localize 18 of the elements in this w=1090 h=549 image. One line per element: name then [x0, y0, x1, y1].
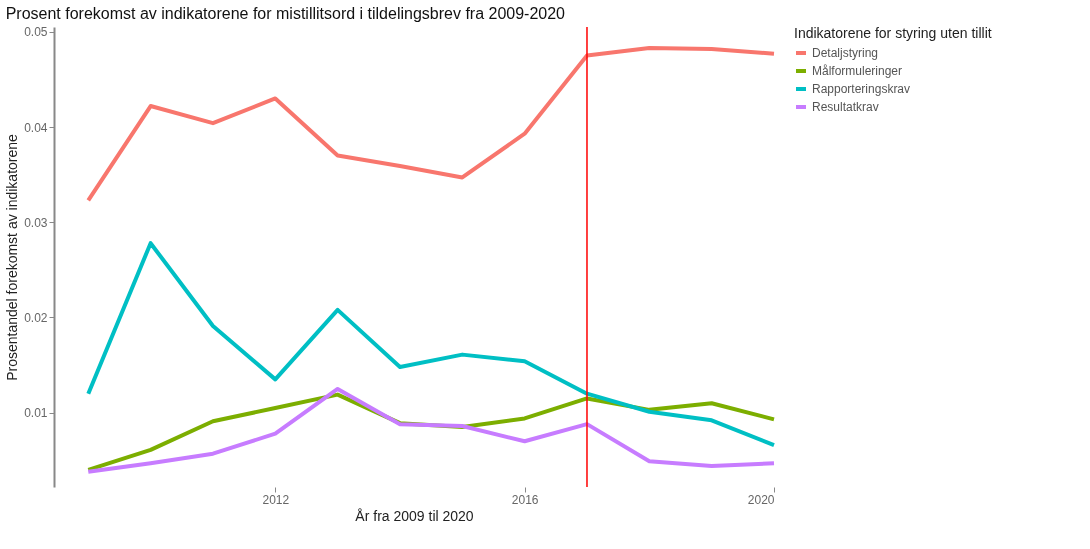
chart-title: Prosent forekomst av indikatorene for mistillitsord i tildelingsbrev fra 2009-2020	[5, 4, 566, 22]
y-tick-label: 0.04	[24, 120, 48, 135]
y-axis-title: Prosentandel forekomst av indikatorene	[4, 133, 21, 381]
legend-title: Indikatorene for styring uten tillit	[794, 25, 992, 41]
legend-label: Detaljstyring	[812, 46, 879, 60]
line-series	[86, 241, 776, 448]
x-tick-label: 2016	[511, 492, 539, 507]
line-series	[86, 45, 776, 203]
legend-label: Rapporteringskrav	[812, 82, 911, 96]
legend-label: Målformuleringer	[812, 64, 903, 78]
y-tick-label: 0.02	[24, 310, 48, 325]
x-tick-label: 2012	[262, 492, 290, 507]
y-tick-label: 0.01	[24, 406, 48, 421]
x-axis-title: År fra 2009 til 2020	[355, 507, 474, 524]
legend-label: Resultatkrav	[812, 100, 879, 114]
y-tick-label: 0.03	[24, 215, 48, 230]
x-tick-label: 2020	[747, 492, 775, 507]
y-tick-label: 0.05	[24, 25, 48, 40]
